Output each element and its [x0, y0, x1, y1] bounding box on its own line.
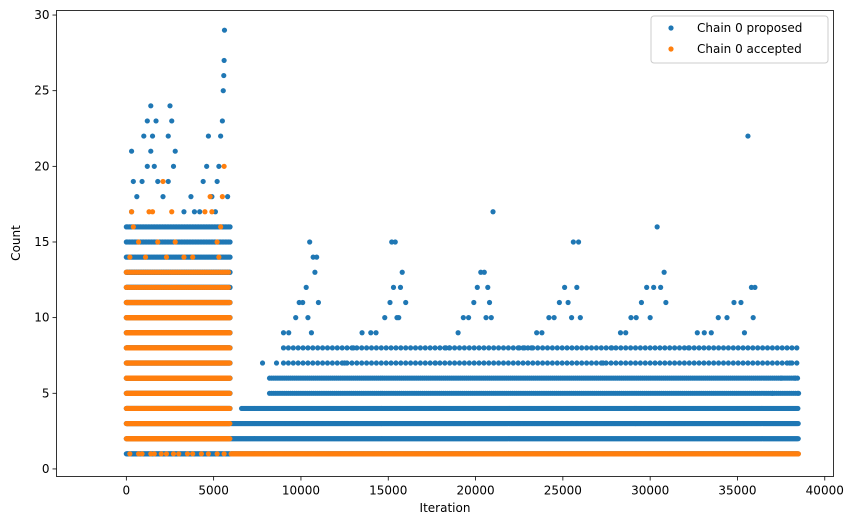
data-point [227, 254, 233, 260]
data-point [227, 239, 233, 245]
data-point [227, 224, 233, 230]
data-point [795, 436, 801, 442]
series-layer [123, 27, 802, 457]
